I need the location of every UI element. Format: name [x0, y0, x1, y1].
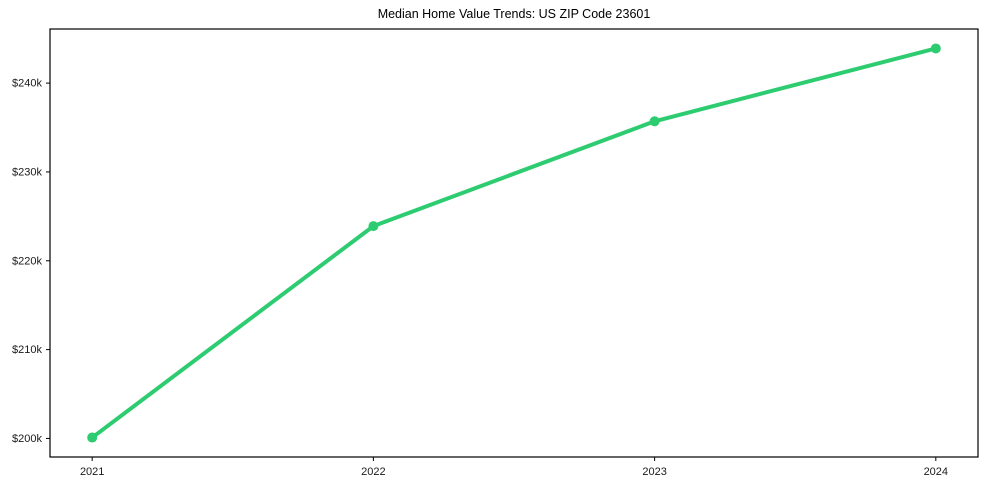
data-point-marker — [930, 43, 941, 54]
x-axis-tick-label: 2023 — [642, 466, 666, 478]
y-axis-tick-label: $230k — [12, 166, 42, 178]
x-axis-tick-label: 2022 — [361, 466, 385, 478]
y-axis-tick-label: $210k — [12, 344, 42, 356]
chart-title: Median Home Value Trends: US ZIP Code 23… — [377, 7, 651, 21]
trend-line — [90, 46, 938, 440]
y-axis-tick-label: $200k — [12, 433, 42, 445]
data-point-marker — [368, 221, 379, 232]
y-axis-tick-label: $240k — [12, 78, 42, 90]
data-point-marker — [87, 432, 98, 443]
x-axis-tick-label: 2024 — [924, 466, 948, 478]
plot-border — [49, 28, 979, 458]
data-point-marker — [649, 116, 660, 127]
x-axis-tick-label: 2021 — [80, 466, 104, 478]
y-axis-tick-label: $220k — [12, 255, 42, 267]
